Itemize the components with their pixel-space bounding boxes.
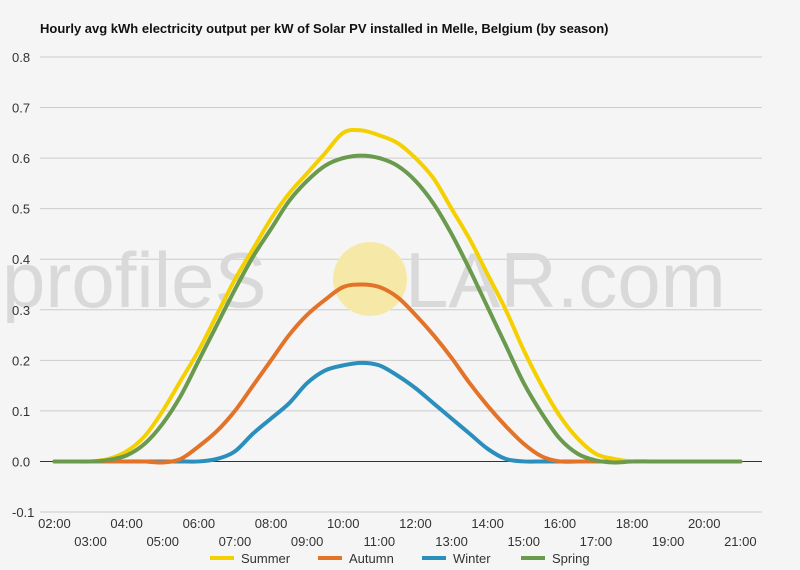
y-tick-label: 0.5 (12, 202, 30, 217)
watermark-text-right: LAR.com (405, 236, 726, 324)
legend: Summer Autumn Winter Spring (210, 551, 590, 566)
watermark-sun (333, 242, 407, 316)
y-tick-label: 0.0 (12, 454, 30, 469)
watermark-text-left: profileS (2, 236, 266, 324)
x-tick-label: 15:00 (507, 534, 540, 549)
x-tick-label: 03:00 (74, 534, 107, 549)
y-tick-label: 0.1 (12, 404, 30, 419)
y-tick-label: 0.2 (12, 353, 30, 368)
x-tick-label: 18:00 (616, 516, 649, 531)
x-tick-label: 09:00 (291, 534, 324, 549)
series-lines (52, 127, 743, 465)
series-line-winter (52, 360, 743, 464)
x-tick-label: 21:00 (724, 534, 757, 549)
y-tick-label: 0.6 (12, 151, 30, 166)
x-tick-label: 04:00 (110, 516, 143, 531)
y-tick-label: 0.3 (12, 303, 30, 318)
x-tick-label: 16:00 (544, 516, 577, 531)
y-tick-label: 0.7 (12, 101, 30, 116)
x-tick-label: 02:00 (38, 516, 71, 531)
chart-title: Hourly avg kWh electricity output per kW… (40, 21, 609, 36)
y-tick-label: 0.4 (12, 252, 30, 267)
x-tick-label: 14:00 (471, 516, 504, 531)
x-tick-label: 11:00 (364, 534, 396, 549)
x-tick-label: 08:00 (255, 516, 288, 531)
legend-label-autumn: Autumn (349, 551, 394, 566)
x-tick-label: 13:00 (435, 534, 468, 549)
x-tick-label: 20:00 (688, 516, 721, 531)
x-tick-label: 06:00 (183, 516, 216, 531)
x-tick-label: 07:00 (219, 534, 252, 549)
x-tick-label: 10:00 (327, 516, 360, 531)
y-tick-label: 0.8 (12, 50, 30, 65)
y-tick-label: -0.1 (12, 505, 34, 520)
legend-label-winter: Winter (453, 551, 491, 566)
y-axis-ticks: 0.8 0.7 0.6 0.5 0.4 0.3 0.2 0.1 0.0 -0.1 (12, 50, 34, 520)
x-tick-label: 05:00 (146, 534, 179, 549)
legend-label-summer: Summer (241, 551, 291, 566)
x-tick-label: 19:00 (652, 534, 685, 549)
x-tick-label: 17:00 (580, 534, 613, 549)
x-tick-label: 12:00 (399, 516, 432, 531)
x-axis-ticks: 02:00 04:00 06:00 08:00 10:00 12:00 14:00 16:00… (38, 516, 756, 549)
watermark: profileS LAR.com (2, 236, 726, 324)
legend-label-spring: Spring (552, 551, 590, 566)
series-line-spring (52, 153, 743, 465)
